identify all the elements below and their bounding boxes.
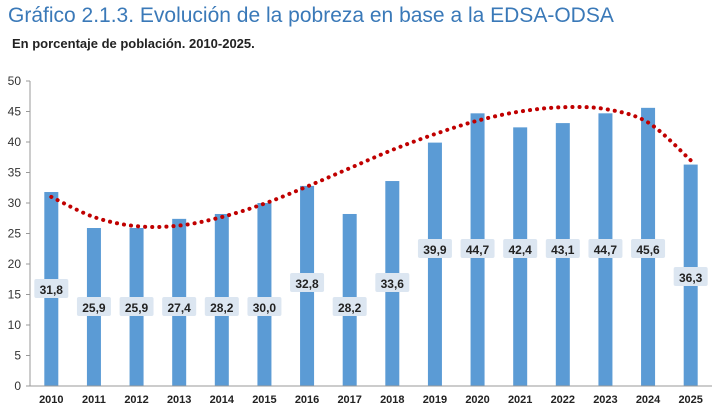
y-tick-label: 35 — [8, 166, 22, 180]
data-label-text: 25,9 — [82, 301, 106, 315]
y-tick-label: 40 — [8, 135, 22, 149]
data-label-text: 36,3 — [679, 271, 703, 285]
data-label-text: 28,2 — [210, 301, 234, 315]
data-label-text: 42,4 — [509, 243, 533, 257]
chart-subtitle: En porcentaje de población. 2010-2025. — [12, 36, 255, 51]
x-tick-label: 2025 — [678, 394, 702, 405]
data-label: 45,6 — [631, 239, 666, 258]
data-label: 28,2 — [204, 297, 239, 316]
data-label: 44,7 — [588, 239, 623, 258]
data-label-text: 33,6 — [381, 277, 405, 291]
data-label-box — [545, 239, 580, 258]
y-axis: 0 5 10 15 20 25 30 35 40 45 50 — [8, 74, 31, 393]
x-tick-label: 2017 — [337, 394, 361, 405]
trendline-path — [49, 104, 693, 230]
data-label-text: 28,2 — [338, 301, 362, 315]
data-label-text: 44,7 — [466, 243, 490, 257]
bar — [257, 203, 272, 386]
y-tick-label: 15 — [8, 288, 22, 302]
y-tick-label: 45 — [8, 105, 22, 119]
x-tick-label: 2010 — [39, 394, 63, 405]
data-label-box — [460, 239, 495, 258]
data-label: 25,9 — [119, 297, 154, 316]
data-label-box — [588, 239, 623, 258]
x-tick-label: 2013 — [167, 394, 191, 405]
x-tick-label: 2019 — [423, 394, 447, 405]
y-tick-label: 10 — [8, 318, 22, 332]
x-axis: 2010 2011 2012 2013 2014 2015 2016 2017 2018 2019… — [30, 385, 712, 405]
data-label: 25,9 — [76, 297, 111, 316]
data-label-text: 25,9 — [125, 301, 149, 315]
data-label: 44,7 — [460, 239, 495, 258]
y-tick-label: 20 — [8, 257, 22, 271]
data-label-box — [673, 267, 708, 286]
data-label-box — [290, 273, 325, 292]
y-tick-label: 5 — [14, 349, 21, 363]
y-tick-label: 30 — [8, 196, 22, 210]
x-tick-label: 2012 — [124, 394, 148, 405]
y-tick-label: 50 — [8, 74, 22, 88]
y-tick-label: 25 — [8, 227, 22, 241]
chart-title: Gráfico 2.1.3. Evolución de la pobreza e… — [8, 4, 614, 27]
data-label: 42,4 — [503, 239, 538, 258]
data-label-box — [247, 297, 282, 316]
data-labels: 31,8 25,9 25,9 27,4 28,2 30,0 32,8 28,2 33,6 39,9… — [34, 239, 708, 316]
data-label: 39,9 — [417, 239, 452, 258]
data-label-box — [162, 297, 197, 316]
data-label-box — [503, 239, 538, 258]
x-tick-label: 2014 — [210, 394, 235, 405]
data-label-box — [631, 239, 666, 258]
bar — [427, 142, 442, 386]
data-label-text: 27,4 — [168, 301, 192, 315]
data-label-box — [119, 297, 154, 316]
data-label-text: 39,9 — [423, 243, 447, 257]
data-label-text: 31,8 — [40, 283, 64, 297]
data-label-text: 30,0 — [253, 301, 277, 315]
x-tick-label: 2018 — [380, 394, 404, 405]
y-tick-label: 0 — [14, 379, 21, 393]
data-label-text: 45,6 — [636, 243, 660, 257]
x-tick-label: 2021 — [508, 394, 532, 405]
x-tick-label: 2011 — [82, 394, 106, 405]
data-label: 43,1 — [545, 239, 580, 258]
data-label-box — [332, 297, 367, 316]
data-label-text: 32,8 — [295, 277, 319, 291]
data-label: 36,3 — [673, 267, 708, 286]
data-label-text: 43,1 — [551, 243, 575, 257]
data-label-text: 44,7 — [594, 243, 618, 257]
data-label: 31,8 — [34, 279, 69, 298]
data-label-box — [375, 273, 410, 292]
data-label: 33,6 — [375, 273, 410, 292]
data-label-box — [34, 279, 69, 298]
data-label: 28,2 — [332, 297, 367, 316]
x-tick-label: 2022 — [551, 394, 575, 405]
x-tick-label: 2020 — [465, 394, 489, 405]
x-tick-label: 2015 — [252, 394, 276, 405]
x-tick-label: 2023 — [593, 394, 617, 405]
data-label: 32,8 — [290, 273, 325, 292]
data-label: 30,0 — [247, 297, 282, 316]
data-label-box — [204, 297, 239, 316]
trendline — [49, 104, 693, 230]
data-label-box — [417, 239, 452, 258]
data-label: 27,4 — [162, 297, 197, 316]
x-tick-label: 2024 — [636, 394, 661, 405]
data-label-box — [76, 297, 111, 316]
x-tick-label: 2016 — [295, 394, 319, 405]
